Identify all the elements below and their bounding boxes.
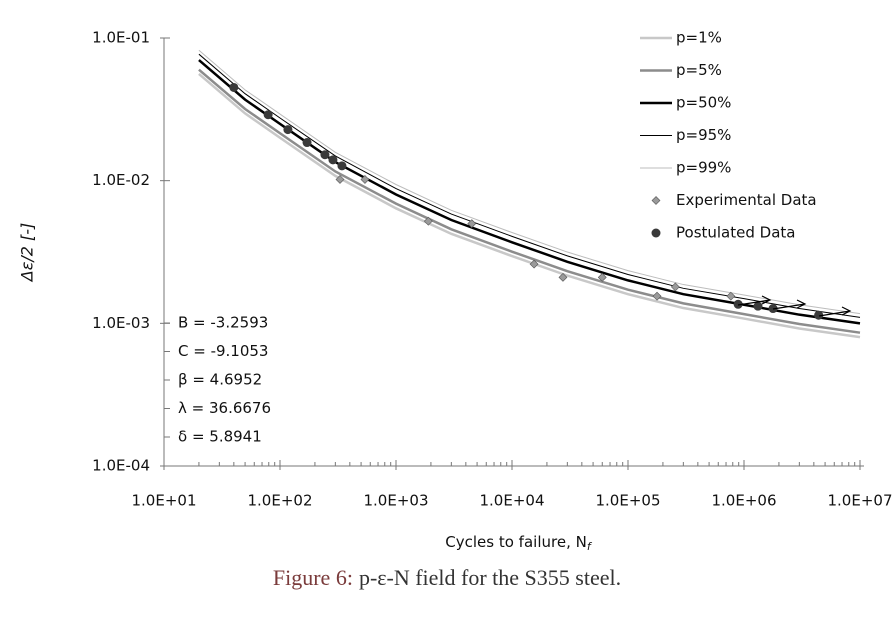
data-point [529,259,539,269]
parameter-annotation: β = 4.6952 [178,371,262,389]
caption: Figure 6: p-ε-N field for the S355 steel. [273,565,621,590]
legend-swatch [651,228,661,238]
legend-label: p=50% [676,94,731,112]
x-tick-label: 1.0E+02 [248,492,313,510]
legend-label: Postulated Data [676,224,795,242]
data-point [229,82,239,92]
x-tick-label: 1.0E+04 [480,492,545,510]
data-point [360,175,370,184]
y-tick-label: 1.0E-02 [92,171,150,189]
data-point [597,272,607,282]
data-point [814,310,824,320]
x-tick-label: 1.0E+06 [712,492,777,510]
legend-label: p=1% [676,29,722,47]
x-axis-label: Cycles to failure, Nf [445,533,593,554]
legend-label: p=95% [676,126,731,144]
y-tick-label: 1.0E-01 [92,29,150,47]
parameter-annotation: δ = 5.8941 [178,428,262,446]
runout-arrow [737,295,772,306]
legend-label: p=5% [676,61,722,79]
curve [198,68,861,334]
data-point [320,150,330,160]
y-tick-label: 1.0E-04 [92,457,150,475]
data-point [670,282,680,292]
y-axis-label: Δε/2 [-] [18,223,37,284]
parameter-annotation: λ = 36.6676 [178,399,271,417]
curve [198,72,861,339]
data-point [753,301,763,311]
caption-label: Figure 6: [273,565,353,590]
x-tick-label: 1.0E+05 [596,492,661,510]
caption-text: p-ε-N field for the S355 steel. [359,565,621,590]
parameter-annotation: B = -3.2593 [178,314,268,332]
data-point [423,216,433,226]
x-tick-label: 1.0E+07 [828,492,893,510]
curve [198,53,861,318]
data-point [335,175,345,184]
data-point [733,299,743,309]
x-axis-label-subscript: f [587,540,593,553]
runout-arrows [737,295,852,317]
data-point [467,219,477,229]
parameter-annotation: C = -9.1053 [178,342,268,360]
legend-swatch [651,196,661,205]
curve [198,49,861,315]
data-point [652,291,662,301]
data-point [283,125,293,135]
data-point [302,138,312,148]
data-point [328,155,338,165]
data-point [337,161,347,171]
x-axis-label-main: Cycles to failure, N [445,533,587,551]
axes [160,37,864,470]
plot-area [198,49,861,339]
data-point [263,110,273,120]
data-point [726,291,736,301]
y-tick-label: 1.0E-03 [92,314,150,332]
data-point [558,272,568,282]
curve [198,59,861,325]
x-tick-label: 1.0E+01 [132,492,197,510]
runout-arrow [772,299,807,310]
x-tick-label: 1.0E+03 [364,492,429,510]
legend-label: Experimental Data [676,191,817,209]
legend-label: p=99% [676,159,731,177]
runout-arrow [818,306,852,317]
